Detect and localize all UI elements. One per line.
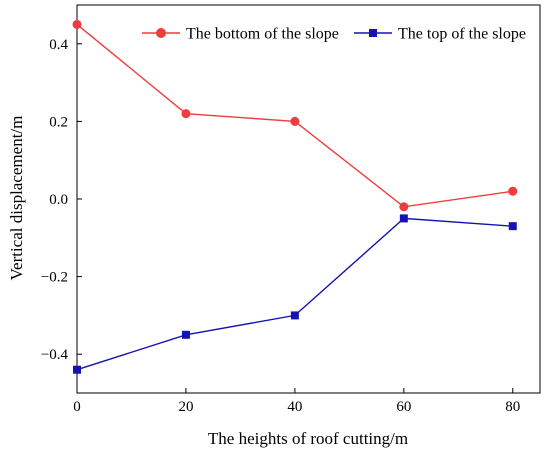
x-axis-title: The heights of roof cutting/m bbox=[208, 429, 408, 448]
series-line-1 bbox=[76, 217, 513, 371]
y-tick-label: 0.2 bbox=[49, 114, 68, 130]
data-point-0 bbox=[181, 109, 191, 119]
legend: The bottom of the slope The top of the s… bbox=[142, 26, 526, 43]
data-point-1 bbox=[399, 214, 408, 223]
x-tick-label: 80 bbox=[505, 399, 520, 415]
legend-marker-bottom bbox=[156, 28, 166, 38]
series-line-0 bbox=[76, 23, 513, 208]
y-tick-label: 0.0 bbox=[49, 192, 68, 208]
data-point-1 bbox=[290, 311, 299, 320]
legend-label-bottom: The bottom of the slope bbox=[186, 26, 339, 43]
x-tick-label: 40 bbox=[287, 399, 302, 415]
data-point-0 bbox=[290, 116, 300, 126]
data-point-1 bbox=[73, 365, 81, 374]
x-tick-label: 60 bbox=[396, 399, 411, 415]
plot-frame bbox=[76, 4, 541, 394]
series-layer bbox=[72, 19, 518, 374]
x-tick-label: 20 bbox=[178, 399, 193, 415]
data-point-0 bbox=[508, 186, 518, 196]
y-tick-label: 0.4 bbox=[49, 37, 68, 53]
data-point-0 bbox=[72, 19, 82, 29]
y-tick-label: −0.2 bbox=[41, 270, 68, 286]
legend-label-top: The top of the slope bbox=[398, 26, 526, 43]
data-point-0 bbox=[399, 202, 409, 212]
y-tick-label: −0.4 bbox=[41, 347, 69, 363]
y-axis-title: Vertical displacement/m bbox=[7, 116, 26, 281]
axis-ticks: 0 20 40 60 80 −0.4 −0.2 0.0 0.2 0.4 bbox=[41, 37, 520, 415]
data-point-1 bbox=[181, 330, 190, 339]
x-tick-label: 0 bbox=[73, 399, 81, 415]
data-point-1 bbox=[508, 222, 517, 231]
legend-marker-top bbox=[369, 29, 377, 37]
